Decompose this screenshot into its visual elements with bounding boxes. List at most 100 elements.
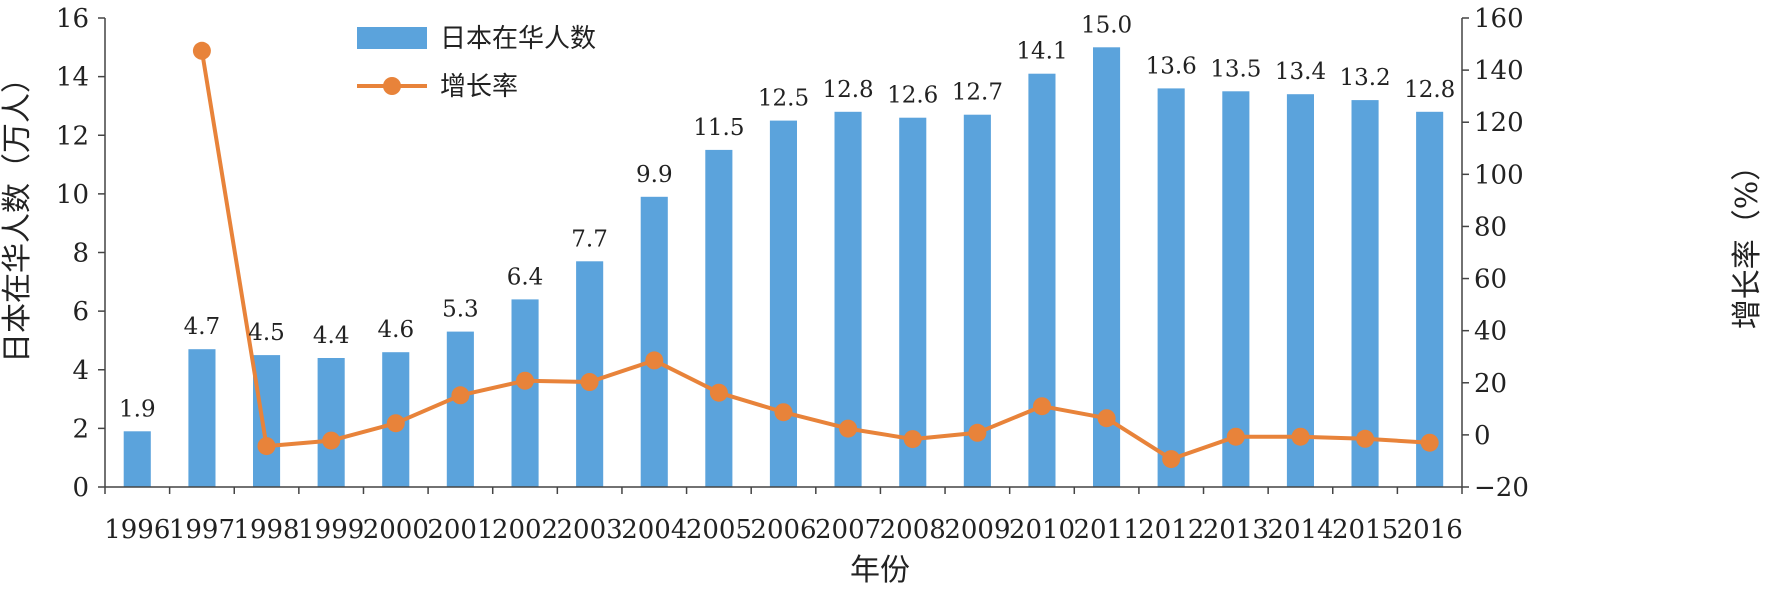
bar-2001: [446, 331, 474, 487]
bar-value-label-2010: 14.1: [1016, 39, 1067, 65]
y-right-tick-label-120: 120: [1474, 108, 1524, 138]
bar-2012: [1157, 88, 1185, 488]
bar-value-label-2013: 13.5: [1210, 56, 1261, 82]
growth-point-1998: [257, 437, 276, 456]
y-axis-right-title: 增长率（%）: [1730, 151, 1765, 330]
bar-value-label-2012: 13.6: [1146, 53, 1197, 79]
growth-point-2009: [968, 423, 987, 442]
bar-value-label-2008: 12.6: [887, 83, 938, 109]
bar-2016: [1416, 111, 1444, 488]
x-tick-label-2013: 2013: [1203, 515, 1269, 545]
growth-point-2005: [709, 383, 728, 402]
y-right-tick-label-40: 40: [1474, 317, 1507, 347]
y-axis-left-title: 日本在华人数（万人）: [0, 63, 35, 363]
axes-layer: 0 2 4 6 8 10 12 14 16 −20 0 20 40 60 80 100 120 140 160 199…: [56, 4, 1529, 545]
bar-2005: [705, 149, 733, 487]
bar-2013: [1222, 91, 1250, 488]
legend-bar-label: 日本在华人数: [440, 24, 596, 54]
growth-point-1997: [192, 41, 211, 60]
x-tick-label-2007: 2007: [815, 515, 881, 545]
x-tick-label-2001: 2001: [427, 515, 493, 545]
bar-value-label-2014: 13.4: [1275, 59, 1326, 85]
bar-value-label-2015: 13.2: [1339, 65, 1390, 91]
growth-point-2011: [1097, 409, 1116, 428]
bar-value-label-2011: 15.0: [1081, 12, 1132, 38]
legend-line-marker: [383, 77, 401, 95]
y-left-tick-label-2: 2: [72, 414, 89, 444]
growth-point-2008: [903, 430, 922, 449]
bar-value-label-2009: 12.7: [952, 80, 1003, 106]
y-right-tick-label-20: 20: [1474, 369, 1507, 399]
growth-line-layer: [192, 41, 1439, 469]
bar-value-label-2002: 6.4: [507, 264, 544, 290]
x-tick-label-2011: 2011: [1074, 515, 1140, 545]
labels-layer: 1.9 4.7 4.5 4.4 4.6 5.3 6.4 7.7 9.9 11.5 12.5 12.8 1…: [119, 12, 1455, 422]
growth-point-2002: [516, 371, 534, 390]
x-tick-label-2008: 2008: [880, 515, 946, 545]
y-right-tick-label-140: 140: [1474, 56, 1524, 86]
x-tick-label-1999: 1999: [298, 515, 364, 545]
x-tick-label-2006: 2006: [750, 515, 816, 545]
y-right-tick-label-160: 160: [1474, 4, 1524, 34]
bar-value-label-2005: 11.5: [693, 115, 744, 141]
bar-2006: [769, 120, 797, 487]
x-tick-label-2015: 2015: [1332, 515, 1398, 545]
bar-value-label-2004: 9.9: [636, 162, 673, 188]
y-left-tick-label-16: 16: [56, 4, 89, 34]
y-right-tick-label--20: −20: [1474, 473, 1529, 503]
bar-2015: [1351, 100, 1379, 487]
growth-point-2012: [1162, 450, 1181, 469]
bar-2010: [1028, 73, 1056, 487]
bar-1996: [123, 431, 151, 487]
x-tick-label-2003: 2003: [557, 515, 623, 545]
bar-value-label-1998: 4.5: [248, 320, 285, 346]
y-left-tick-label-4: 4: [72, 356, 89, 386]
bar-value-label-1996: 1.9: [119, 396, 156, 422]
growth-point-2003: [580, 373, 599, 391]
y-right-tick-label-0: 0: [1474, 421, 1491, 451]
x-tick-label-2010: 2010: [1009, 515, 1075, 545]
bar-value-label-2000: 4.6: [378, 317, 415, 343]
growth-point-2010: [1033, 397, 1051, 416]
bar-1997: [188, 349, 216, 487]
y-left-tick-label-8: 8: [72, 239, 89, 269]
x-tick-label-2009: 2009: [944, 515, 1010, 545]
y-left-tick-label-0: 0: [72, 473, 89, 503]
bar-value-label-2006: 12.5: [758, 86, 809, 112]
growth-point-2000: [386, 414, 405, 433]
x-tick-label-2002: 2002: [492, 515, 558, 545]
growth-point-2004: [645, 351, 664, 370]
x-tick-label-1996: 1996: [104, 515, 170, 545]
growth-point-1999: [322, 431, 341, 450]
y-right-tick-label-80: 80: [1474, 212, 1507, 242]
growth-point-2013: [1226, 427, 1245, 446]
growth-point-2007: [839, 419, 858, 438]
x-tick-label-2014: 2014: [1267, 515, 1333, 545]
legend-line-label: 增长率: [440, 72, 518, 102]
bar-2004: [640, 196, 668, 488]
x-tick-label-2000: 2000: [363, 515, 429, 545]
y-left-tick-label-14: 14: [56, 63, 89, 93]
x-tick-label-2005: 2005: [686, 515, 752, 545]
y-left-tick-label-6: 6: [72, 297, 89, 327]
y-left-tick-label-12: 12: [56, 121, 89, 151]
y-right-tick-label-60: 60: [1474, 265, 1507, 295]
growth-point-2014: [1291, 427, 1310, 446]
growth-point-2006: [774, 403, 793, 422]
x-tick-label-2004: 2004: [621, 515, 687, 545]
bar-value-label-1999: 4.4: [313, 323, 350, 349]
bar-value-label-1997: 4.7: [184, 314, 221, 340]
x-tick-label-2016: 2016: [1397, 515, 1463, 545]
growth-point-2001: [451, 386, 470, 405]
legend: 日本在华人数 增长率: [357, 24, 596, 102]
bar-value-label-2007: 12.8: [822, 77, 873, 103]
x-tick-label-1998: 1998: [233, 515, 299, 545]
growth-rate-line: [199, 50, 1430, 462]
x-axis-title: 年份: [850, 553, 910, 588]
growth-point-2016: [1420, 433, 1439, 452]
x-tick-label-2012: 2012: [1138, 515, 1204, 545]
bar-value-label-2001: 5.3: [442, 297, 479, 323]
bar-2008: [899, 117, 927, 487]
growth-point-2015: [1356, 429, 1375, 448]
x-tick-label-1997: 1997: [169, 515, 235, 545]
